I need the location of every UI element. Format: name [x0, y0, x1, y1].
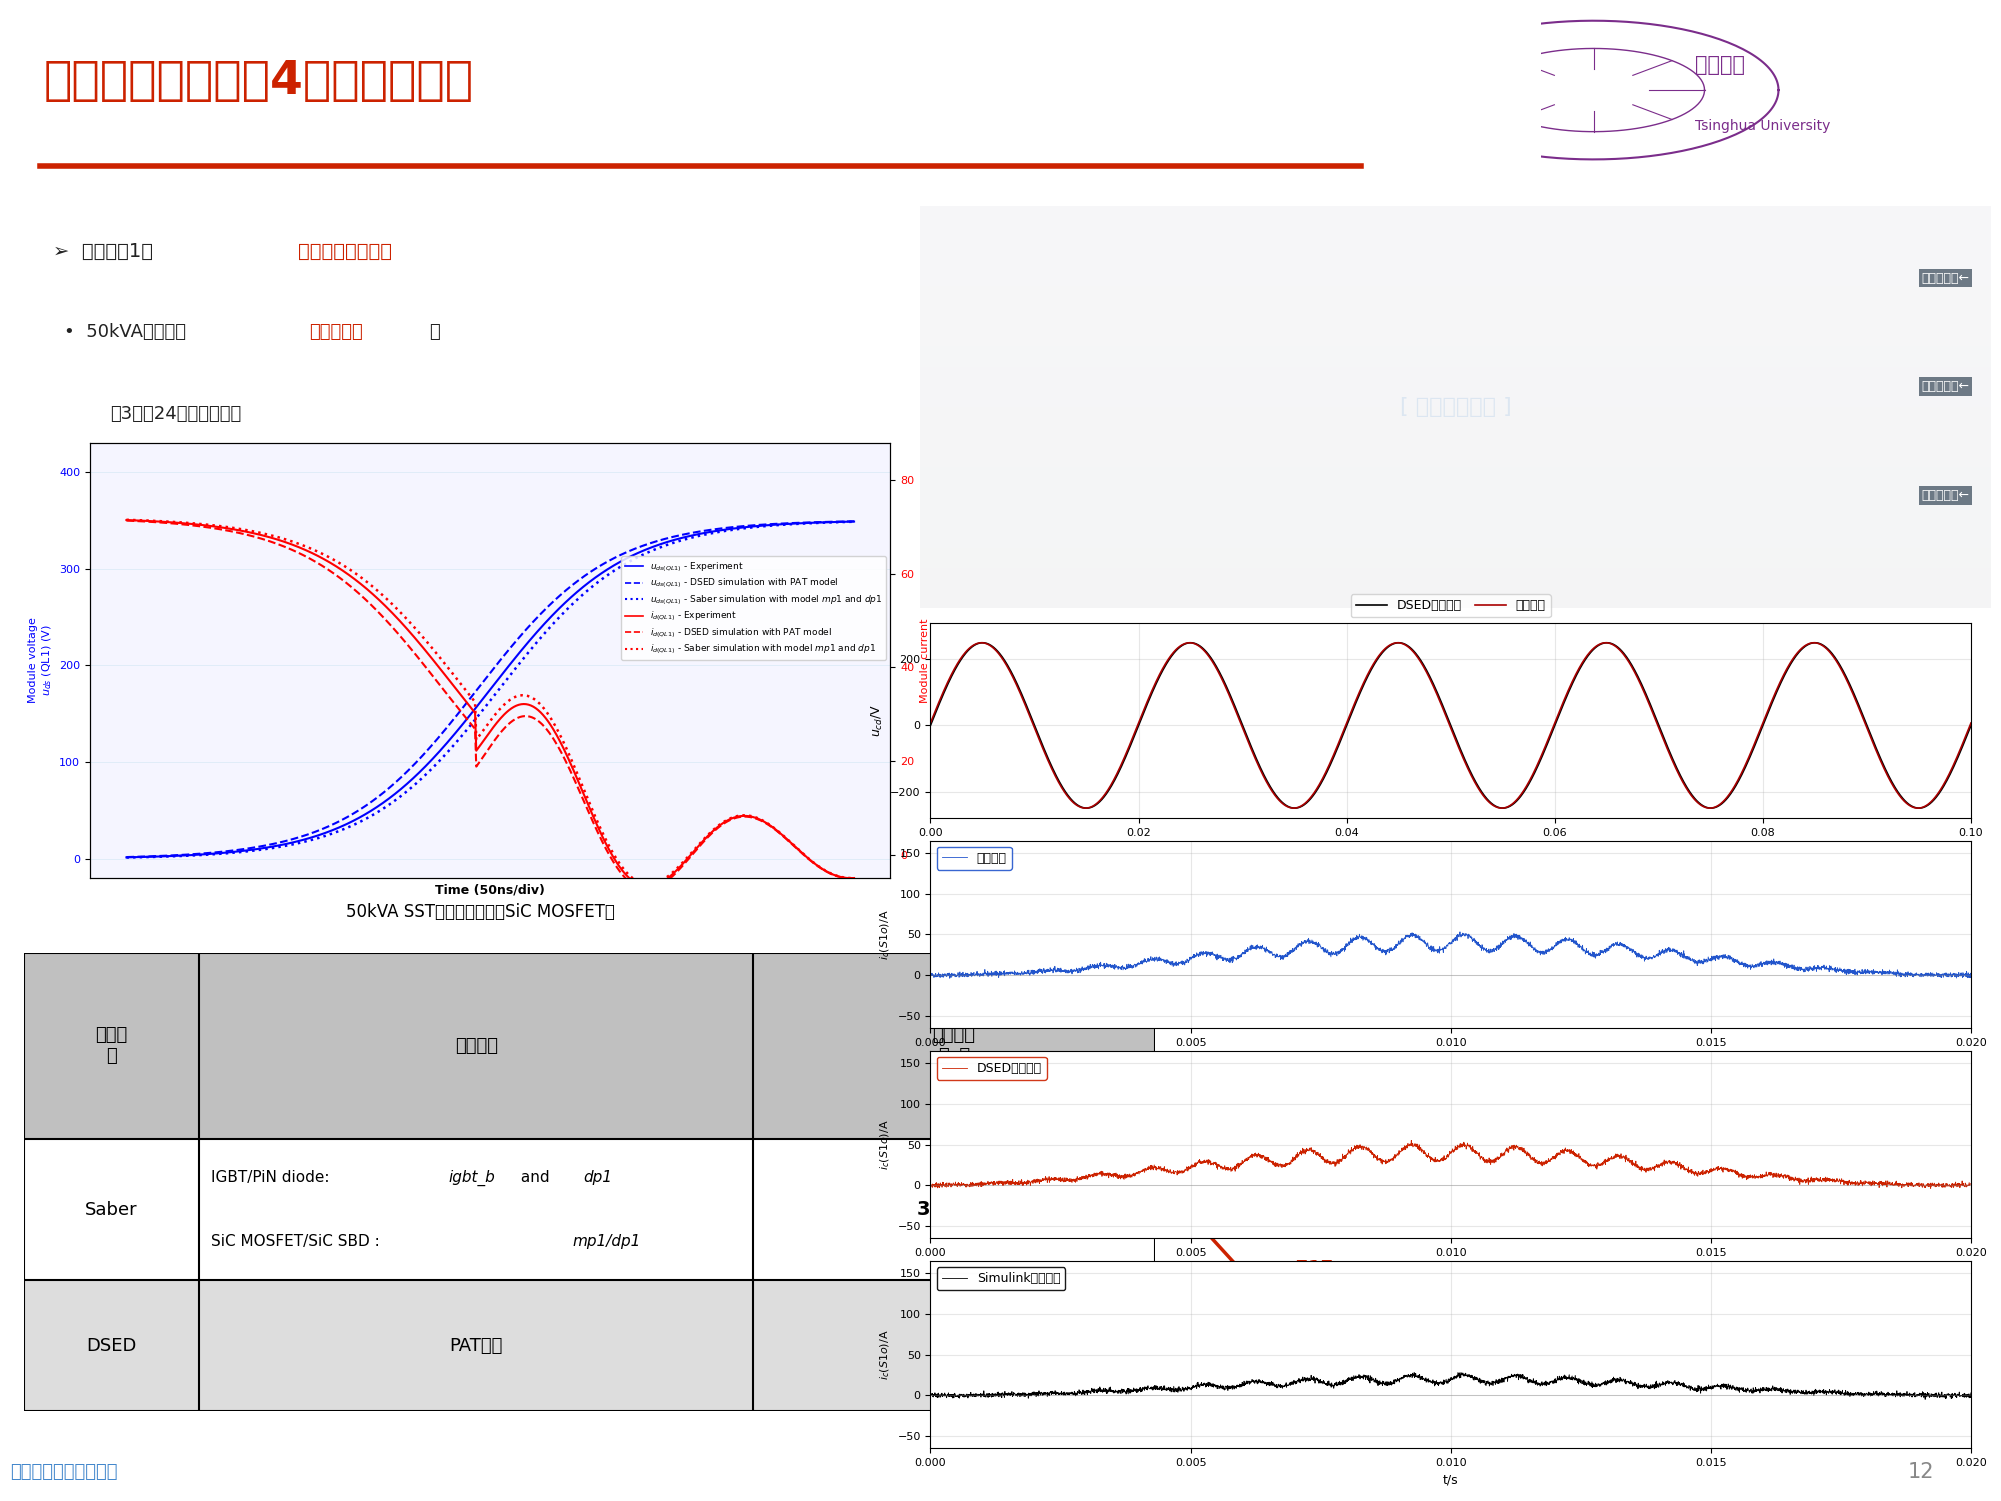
Bar [920, 488, 1991, 507]
DSED仿真波形 [1397, 638, 1421, 656]
DSED仿真波形 [1739, 747, 1763, 766]
Bar [920, 447, 1991, 467]
Text: 开关瞬态过程仿真: 开关瞬态过程仿真 [298, 242, 392, 261]
Bar [920, 306, 1991, 326]
X-axis label: t/s: t/s [1443, 1474, 1459, 1487]
Text: 仿真耗时
（s）: 仿真耗时 （s） [932, 1027, 974, 1066]
DSED仿真波形 [918, 716, 942, 734]
Text: 三、动力学表征（4）应用案例一: 三、动力学表征（4）应用案例一 [44, 59, 474, 104]
实验波形 [968, 633, 992, 651]
Text: 器件模型: 器件模型 [454, 1037, 498, 1055]
Bar [920, 426, 1991, 447]
Bar [24, 1139, 1155, 1280]
Bar [920, 588, 1991, 608]
Bar [920, 507, 1991, 527]
DSED仿真波形 [1929, 781, 1953, 799]
Line: DSED仿真波形: DSED仿真波形 [930, 642, 1971, 808]
Text: mp1/dp1: mp1/dp1 [572, 1234, 640, 1249]
Text: ：: ： [430, 323, 440, 341]
Legend: DSED仿真波形: DSED仿真波形 [936, 1057, 1047, 1079]
Text: 50kVA SST开关瞬态波形（SiC MOSFET）: 50kVA SST开关瞬态波形（SiC MOSFET） [346, 904, 614, 920]
Bar [24, 953, 1155, 1139]
实验波形 [1929, 779, 1953, 797]
Text: SiC MOSFET/SiC SBD :: SiC MOSFET/SiC SBD : [210, 1234, 384, 1249]
Bar [920, 206, 1991, 225]
Text: 清华大学: 清华大学 [1695, 56, 1745, 75]
Text: [ 实验装置照片 ]: [ 实验装置照片 ] [1401, 396, 1511, 417]
Bar [920, 225, 1991, 246]
DSED仿真波形 [972, 633, 996, 651]
Text: 固态变压器: 固态变压器 [310, 323, 364, 341]
Text: 含3级、24个开关器件。: 含3级、24个开关器件。 [110, 405, 240, 422]
DSED仿真波形 [1907, 799, 1931, 817]
Bar [920, 567, 1991, 588]
Bar [920, 527, 1991, 548]
实验波形 [1425, 686, 1449, 704]
Bar [920, 548, 1991, 567]
Bar [920, 467, 1991, 488]
Text: 储能变换器←: 储能变换器← [1921, 380, 1969, 393]
Text: 12: 12 [1907, 1462, 1935, 1483]
实验波形 [972, 633, 996, 651]
Text: igbt_b: igbt_b [448, 1169, 494, 1186]
Text: 光伏变换器←: 光伏变换器← [1921, 489, 1969, 501]
DSED仿真波形 [1425, 683, 1449, 701]
Bar [920, 347, 1991, 366]
Legend: DSED仿真波形, 实验波形: DSED仿真波形, 实验波形 [1351, 594, 1551, 617]
Text: IGBT/PiN diode:: IGBT/PiN diode: [210, 1169, 334, 1184]
X-axis label: t/s: t/s [1443, 844, 1459, 857]
Legend: $u_{ds(QL1)}$ - Experiment, $u_{ds(QL1)}$ - DSED simulation with PAT model, $u_{: $u_{ds(QL1)}$ - Experiment, $u_{ds(QL1)}… [620, 557, 886, 660]
Text: •  50kVA电力电子: • 50kVA电力电子 [64, 323, 186, 341]
Text: 固态变压器←: 固态变压器← [1921, 272, 1969, 285]
实验波形 [1399, 639, 1423, 657]
Text: and: and [516, 1169, 554, 1184]
Text: x717: x717 [1285, 1259, 1335, 1277]
DSED仿真波形 [1959, 716, 1983, 734]
Text: ➢  仿真应用1：: ➢ 仿真应用1： [52, 242, 152, 261]
Bar [920, 246, 1991, 266]
Text: 《电工技术学报》发布: 《电工技术学报》发布 [10, 1463, 118, 1481]
Bar [920, 326, 1991, 347]
实验波形 [918, 714, 942, 732]
Y-axis label: $i_{c}(S1o)$/A: $i_{c}(S1o)$/A [878, 1330, 892, 1379]
实验波形 [1929, 779, 1953, 797]
Text: Tsinghua University: Tsinghua University [1695, 120, 1831, 134]
Bar [920, 266, 1991, 287]
X-axis label: Time (50ns/div): Time (50ns/div) [436, 884, 544, 896]
Bar [920, 366, 1991, 387]
Y-axis label: Module voltage
$u_{ds}$ (QL1) (V): Module voltage $u_{ds}$ (QL1) (V) [28, 617, 54, 704]
Text: DSED: DSED [86, 1337, 136, 1355]
实验波形 [1959, 714, 1983, 732]
Y-axis label: Module current
$i_d$ (QL1) (A): Module current $i_d$ (QL1) (A) [920, 618, 944, 702]
实验波形 [1075, 799, 1099, 817]
X-axis label: t/s: t/s [1443, 1054, 1459, 1067]
Text: PAT模型: PAT模型 [450, 1337, 502, 1355]
Y-axis label: $u_{cd}$/V: $u_{cd}$/V [870, 704, 884, 737]
Text: 4.8: 4.8 [936, 1336, 970, 1355]
Text: 仿真工
具: 仿真工 具 [96, 1027, 128, 1066]
X-axis label: t/s: t/s [1443, 1264, 1459, 1277]
Line: 实验波形: 实验波形 [930, 642, 1971, 808]
Text: Saber: Saber [86, 1201, 138, 1219]
Text: 3440.0: 3440.0 [916, 1199, 990, 1219]
Legend: Simulink仿真波形: Simulink仿真波形 [936, 1267, 1065, 1289]
实验波形 [1739, 743, 1763, 761]
Y-axis label: $i_{c}(S1o)$/A: $i_{c}(S1o)$/A [878, 1120, 892, 1169]
DSED仿真波形 [1929, 781, 1953, 799]
Legend: 实验波形: 实验波形 [936, 847, 1013, 869]
Bar [920, 407, 1991, 426]
Y-axis label: $i_{c}(S1o)$/A: $i_{c}(S1o)$/A [878, 910, 892, 959]
Bar [24, 1280, 1155, 1411]
Bar [920, 387, 1991, 407]
Bar [920, 287, 1991, 306]
Text: dp1: dp1 [584, 1169, 612, 1184]
DSED仿真波形 [970, 633, 994, 651]
